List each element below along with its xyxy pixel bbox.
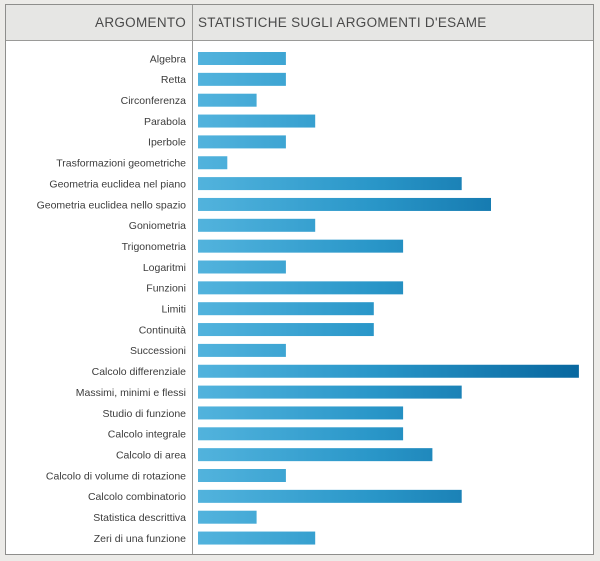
bar bbox=[198, 52, 286, 65]
category-label: Successioni bbox=[130, 345, 186, 357]
bar bbox=[198, 218, 316, 232]
category-label: Funzioni bbox=[146, 283, 186, 295]
category-label: Retta bbox=[161, 74, 186, 86]
category-label: Geometria euclidea nello spazio bbox=[37, 199, 187, 211]
bar bbox=[198, 427, 404, 441]
category-label: Trasformazioni geometriche bbox=[56, 158, 186, 170]
bar bbox=[198, 406, 404, 420]
category-label: Calcolo differenziale bbox=[92, 366, 187, 378]
category-label: Statistica descrittiva bbox=[93, 512, 186, 524]
bar bbox=[198, 364, 579, 378]
bar bbox=[198, 510, 257, 524]
category-label: Studio di funzione bbox=[103, 408, 187, 420]
bar-chart: Algebra Retta Circonferenza Parabola Iperbol… bbox=[37, 52, 579, 545]
category-label: Logaritmi bbox=[143, 262, 186, 274]
bar bbox=[198, 489, 462, 503]
category-label: Calcolo di volume di rotazione bbox=[46, 470, 186, 482]
category-label: Algebra bbox=[150, 53, 186, 65]
bar bbox=[198, 72, 286, 86]
category-label: Zeri di una funzione bbox=[94, 533, 186, 545]
category-label: Circonferenza bbox=[121, 95, 187, 107]
bar bbox=[198, 114, 316, 128]
chart-frame: ARGOMENTO STATISTICHE SUGLI ARGOMENTI D'… bbox=[5, 4, 594, 555]
bar bbox=[198, 135, 286, 149]
column-header-argomento: ARGOMENTO bbox=[95, 15, 186, 30]
bar bbox=[198, 239, 404, 253]
bar bbox=[198, 385, 462, 399]
category-label: Geometria euclidea nel piano bbox=[49, 178, 186, 190]
bar bbox=[198, 448, 433, 462]
category-label: Calcolo di area bbox=[116, 449, 186, 461]
category-label: Parabola bbox=[144, 116, 186, 128]
category-label: Iperbole bbox=[148, 137, 186, 149]
bar bbox=[198, 302, 374, 316]
bar bbox=[198, 531, 316, 545]
category-label: Calcolo combinatorio bbox=[88, 491, 186, 503]
bar bbox=[198, 177, 462, 191]
category-label: Continuità bbox=[139, 324, 186, 336]
chart-title: STATISTICHE SUGLI ARGOMENTI D'ESAME bbox=[198, 15, 487, 30]
category-label: Calcolo integrale bbox=[108, 429, 186, 441]
category-label: Limiti bbox=[161, 304, 186, 316]
bar bbox=[198, 156, 228, 170]
bar bbox=[198, 93, 257, 107]
bar bbox=[198, 260, 286, 274]
bar bbox=[198, 281, 404, 295]
category-label: Trigonometria bbox=[122, 241, 187, 253]
header-band: ARGOMENTO STATISTICHE SUGLI ARGOMENTI D'… bbox=[6, 5, 593, 41]
bar bbox=[198, 323, 374, 337]
bar bbox=[198, 469, 286, 482]
bar bbox=[198, 197, 491, 211]
category-label: Goniometria bbox=[129, 220, 186, 232]
column-divider bbox=[192, 5, 193, 554]
category-label: Massimi, minimi e flessi bbox=[76, 387, 186, 399]
bar bbox=[198, 343, 286, 357]
